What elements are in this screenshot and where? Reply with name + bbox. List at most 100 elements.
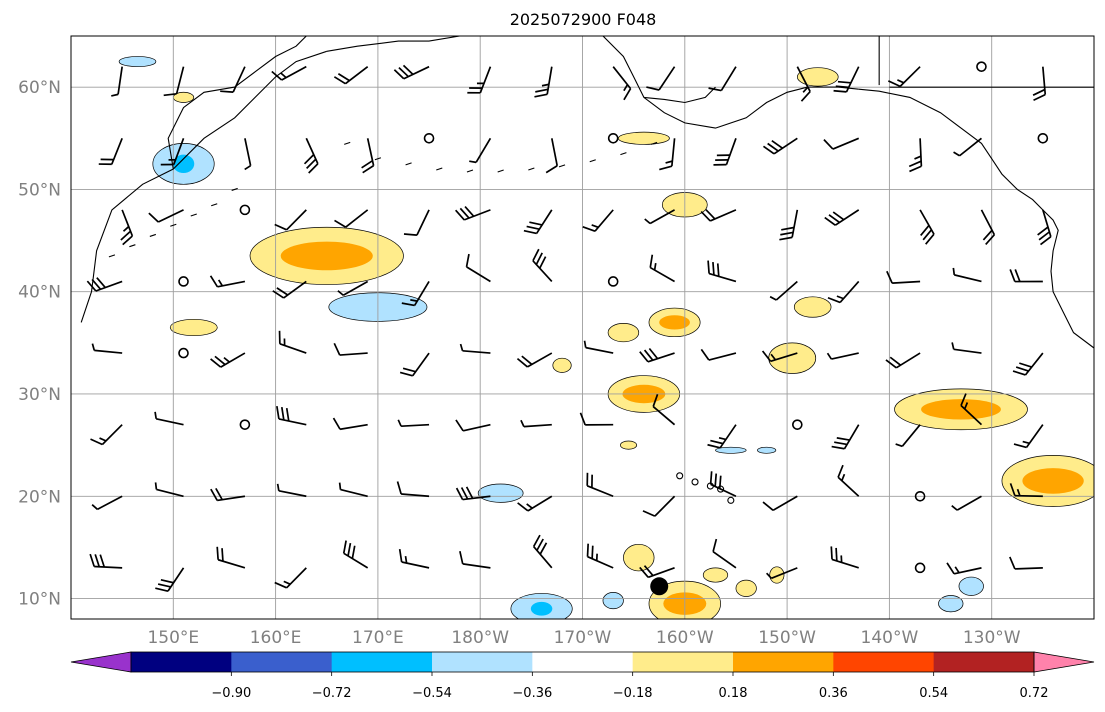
calm-circle bbox=[976, 61, 987, 72]
wind-barb bbox=[824, 209, 860, 226]
calm-circle bbox=[423, 132, 435, 144]
negative-anomaly-area bbox=[938, 595, 964, 612]
colorbar-tick-label: 0.54 bbox=[919, 686, 948, 701]
wind-barb bbox=[1032, 66, 1047, 101]
negative-anomaly-outline bbox=[715, 446, 747, 454]
positive-anomaly-outline bbox=[894, 388, 1028, 431]
wind-barb bbox=[908, 138, 923, 173]
wind-barb bbox=[278, 330, 307, 354]
wind-barb bbox=[952, 267, 982, 283]
calm-circle bbox=[178, 276, 189, 287]
wind-barb bbox=[826, 352, 859, 360]
wind-barb bbox=[583, 340, 614, 354]
wind-barb bbox=[1009, 556, 1043, 570]
wind-barb bbox=[946, 562, 982, 575]
wind-barb bbox=[244, 138, 252, 171]
longitude-label: 170°E bbox=[352, 628, 404, 648]
wind-barb bbox=[642, 495, 676, 517]
colorbar-extend-low bbox=[70, 651, 132, 673]
wind-barb bbox=[333, 342, 368, 356]
wind-barb bbox=[459, 551, 491, 569]
negative-anomaly-outline bbox=[958, 576, 984, 596]
calm-circle bbox=[239, 419, 251, 430]
coastlines bbox=[80, 36, 1094, 504]
wind-barb bbox=[148, 209, 184, 223]
wind-barb bbox=[469, 137, 492, 164]
positive-anomaly-outline bbox=[1001, 455, 1094, 507]
wind-barb bbox=[274, 209, 307, 231]
wind-barb bbox=[823, 137, 860, 150]
latitude-label: 20°N bbox=[18, 487, 61, 507]
latitude-label: 10°N bbox=[18, 590, 61, 610]
positive-anomaly-outline bbox=[796, 67, 839, 87]
negative-anomaly-core bbox=[172, 154, 195, 174]
negative-anomaly-outline bbox=[602, 592, 624, 610]
wind-barb bbox=[582, 209, 614, 232]
island bbox=[466, 169, 474, 173]
island bbox=[676, 472, 684, 480]
colorbar-bin bbox=[933, 652, 1035, 672]
wind-barb bbox=[1012, 352, 1044, 376]
positive-anomaly-area bbox=[170, 319, 218, 336]
wind-barb bbox=[465, 253, 491, 283]
colorbar bbox=[70, 651, 1095, 673]
wind-barb bbox=[361, 138, 375, 174]
colorbar-bin bbox=[432, 652, 533, 672]
wind-barb bbox=[334, 209, 369, 228]
positive-anomaly-outline bbox=[769, 566, 785, 584]
wind-barb bbox=[303, 137, 319, 174]
wind-barb bbox=[90, 424, 123, 446]
latitude-label: 40°N bbox=[18, 283, 61, 303]
wind-barb bbox=[393, 64, 430, 80]
wind-barb bbox=[467, 66, 492, 94]
wind-barb bbox=[951, 342, 982, 354]
wind-barb bbox=[272, 280, 307, 299]
colorbar-frame bbox=[130, 651, 1035, 673]
longitude-label: 150°W bbox=[758, 628, 816, 648]
island bbox=[436, 167, 443, 171]
wind-barb bbox=[399, 352, 430, 377]
wind-barb bbox=[276, 405, 307, 426]
wind-barb bbox=[516, 352, 553, 368]
colorbar-tick-label: −0.36 bbox=[512, 686, 552, 701]
colorbar-tick-label: −0.72 bbox=[312, 686, 352, 701]
wind-barb bbox=[1009, 269, 1043, 283]
wind-barb bbox=[120, 209, 134, 246]
positive-anomaly-core bbox=[280, 241, 373, 271]
island bbox=[211, 203, 218, 207]
colorbar-bin bbox=[131, 652, 232, 672]
latitude-labels: 10°N 20°N 30°N 40°N 50°N 60°N bbox=[18, 78, 61, 609]
calm-circle bbox=[239, 204, 251, 216]
colorbar-bin bbox=[733, 652, 834, 672]
wind-barb bbox=[160, 137, 185, 166]
positive-anomaly-area bbox=[769, 566, 785, 584]
positive-anomaly-area bbox=[735, 580, 757, 597]
wind-barb bbox=[713, 137, 737, 166]
wind-barb bbox=[403, 209, 430, 236]
wind-barb bbox=[86, 277, 123, 292]
map-title: 2025072900 F048 bbox=[510, 10, 657, 29]
wind-barb bbox=[271, 65, 307, 81]
wind-barb bbox=[337, 280, 369, 296]
wind-barb bbox=[274, 567, 307, 589]
negative-anomaly-area bbox=[715, 447, 747, 454]
location-marker bbox=[650, 577, 669, 596]
latitude-label: 50°N bbox=[18, 180, 61, 200]
wind-barb bbox=[761, 350, 798, 363]
wind-barb bbox=[644, 209, 675, 225]
wind-barb bbox=[1009, 483, 1043, 498]
coastline bbox=[858, 88, 1094, 349]
wind-barb bbox=[700, 208, 737, 222]
wind-barbs bbox=[86, 61, 1052, 592]
longitude-label: 170°W bbox=[554, 628, 612, 648]
island bbox=[170, 223, 177, 227]
island bbox=[108, 254, 116, 258]
wind-barb bbox=[827, 280, 860, 304]
wind-barb bbox=[155, 567, 185, 592]
island bbox=[589, 159, 596, 163]
positive-anomaly-outline bbox=[648, 307, 701, 338]
wind-barb bbox=[885, 352, 921, 369]
wind-barb bbox=[89, 553, 123, 569]
wind-barb bbox=[520, 419, 552, 428]
wind-barb bbox=[707, 260, 737, 283]
